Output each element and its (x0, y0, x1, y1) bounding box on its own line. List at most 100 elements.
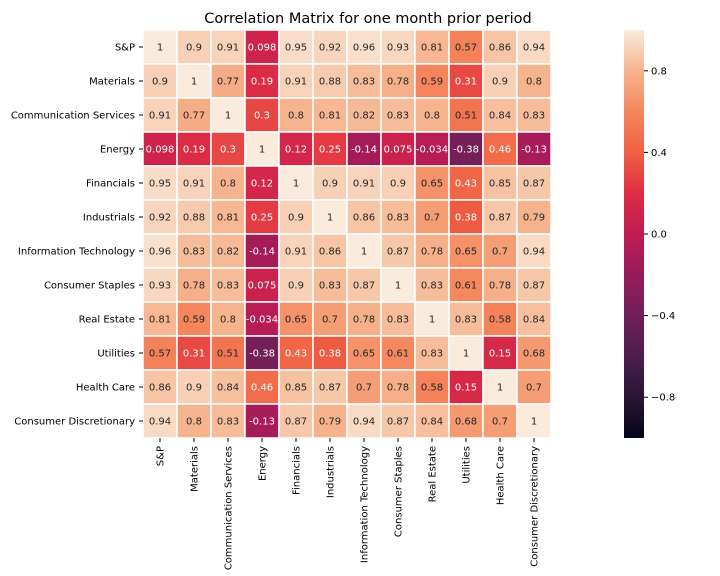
cell-value-label: 0.25 (251, 213, 273, 224)
cell-value-label: 0.9 (186, 43, 202, 54)
cell-value-label: -0.14 (249, 247, 275, 258)
cell-value-label: 1 (361, 247, 367, 258)
cell-value-label: 0.43 (455, 179, 477, 190)
heatmap-cell (346, 97, 382, 133)
cell-value-label: 0.61 (387, 349, 409, 360)
heatmap-cell (414, 233, 450, 269)
row-label: Utilities (97, 349, 135, 360)
heatmap-cell (516, 267, 552, 303)
heatmap-cell (346, 233, 382, 269)
cell-value-label: 0.59 (421, 77, 443, 88)
cell-value-label: 0.12 (285, 145, 307, 156)
cell-value-label: 0.83 (421, 281, 443, 292)
heatmap-cell (482, 165, 518, 201)
heatmap-cell (448, 63, 484, 99)
heatmap-cell (176, 301, 212, 337)
cell-value-label: 0.075 (384, 145, 413, 156)
heatmap-cell (380, 63, 416, 99)
cell-value-label: 0.83 (387, 315, 409, 326)
cell-value-label: 0.7 (526, 383, 542, 394)
heatmap-cell (346, 403, 382, 439)
cell-value-label: 1 (259, 145, 265, 156)
column-label: Financials (292, 446, 303, 495)
row-label: S&P (115, 43, 135, 54)
colorbar-tick-label: 0.4 (651, 148, 667, 159)
heatmap-cell (346, 165, 382, 201)
cell-value-label: 0.58 (421, 383, 443, 394)
column-label: Energy (258, 446, 269, 481)
heatmap-cell (278, 267, 314, 303)
cell-value-label: -0.13 (521, 145, 547, 156)
column-label: Materials (190, 446, 201, 492)
cell-value-label: 0.9 (152, 77, 168, 88)
heatmap-cell (346, 369, 382, 405)
cell-value-label: 0.38 (455, 213, 477, 224)
column-label: Health Care (496, 446, 507, 505)
cell-value-label: 0.85 (285, 383, 307, 394)
cell-value-label: 0.81 (149, 315, 171, 326)
heatmap-cell (448, 403, 484, 439)
cell-value-label: 0.12 (251, 179, 273, 190)
cell-value-label: 1 (327, 213, 333, 224)
cell-value-label: 0.96 (353, 43, 375, 54)
cell-value-label: 0.51 (217, 349, 239, 360)
cell-value-label: 0.91 (353, 179, 375, 190)
heatmap-cell (176, 165, 212, 201)
cell-value-label: 0.84 (421, 417, 443, 428)
cell-value-label: 0.61 (455, 281, 477, 292)
cell-value-label: 0.46 (489, 145, 511, 156)
heatmap-cell (312, 165, 348, 201)
cell-value-label: 0.8 (220, 179, 236, 190)
cell-value-label: 0.31 (183, 349, 205, 360)
cell-value-label: 0.85 (489, 179, 511, 190)
heatmap-cell (244, 267, 280, 303)
cell-value-label: 0.83 (217, 417, 239, 428)
cell-value-label: -0.14 (351, 145, 377, 156)
cell-value-label: 0.78 (489, 281, 511, 292)
cell-value-label: -0.034 (246, 315, 278, 326)
heatmap-cell (482, 403, 518, 439)
heatmap-cell (448, 233, 484, 269)
cell-value-label: 0.83 (217, 281, 239, 292)
column-labels: S&P Materials Communication Services Energy… (156, 438, 541, 570)
heatmap-cell (278, 97, 314, 133)
heatmap-cell (516, 369, 552, 405)
cell-value-label: 0.9 (492, 77, 508, 88)
heatmap-cell (516, 199, 552, 235)
heatmap-cell (516, 233, 552, 269)
cell-value-label: 0.87 (387, 247, 409, 258)
cell-value-label: 0.43 (285, 349, 307, 360)
cell-value-label: 0.82 (217, 247, 239, 258)
cell-value-label: 0.91 (183, 179, 205, 190)
cell-value-label: 0.95 (285, 43, 307, 54)
heatmap-cell (142, 267, 178, 303)
cell-value-label: 0.91 (149, 111, 171, 122)
cell-value-label: 0.87 (285, 417, 307, 428)
cell-value-label: 1 (463, 349, 469, 360)
cell-value-label: 0.86 (149, 383, 171, 394)
colorbar-tick-label: −0.4 (651, 311, 675, 322)
cell-value-label: 0.65 (421, 179, 443, 190)
cell-value-label: 0.3 (254, 111, 270, 122)
colorbar-tick-label: 0.0 (651, 230, 667, 241)
heatmap-cell (414, 131, 450, 167)
cell-value-label: 0.9 (288, 213, 304, 224)
heatmap-cell (176, 403, 212, 439)
cell-value-label: 0.95 (149, 179, 171, 190)
cell-value-label: 0.78 (387, 77, 409, 88)
cell-value-label: 1 (429, 315, 435, 326)
heatmap-cell (312, 233, 348, 269)
cell-value-label: 0.9 (288, 281, 304, 292)
cell-value-label: 0.88 (319, 77, 341, 88)
cell-value-label: -0.38 (453, 145, 479, 156)
cell-value-label: 0.65 (455, 247, 477, 258)
heatmap-cell (142, 199, 178, 235)
row-label: Health Care (76, 383, 135, 394)
cell-value-label: -0.034 (416, 145, 448, 156)
heatmap-cell (380, 199, 416, 235)
cell-value-label: 0.77 (217, 77, 239, 88)
cell-value-label: 0.7 (492, 417, 508, 428)
cell-value-label: 0.68 (455, 417, 477, 428)
cell-value-label: 0.77 (183, 111, 205, 122)
heatmap-cell (448, 131, 484, 167)
